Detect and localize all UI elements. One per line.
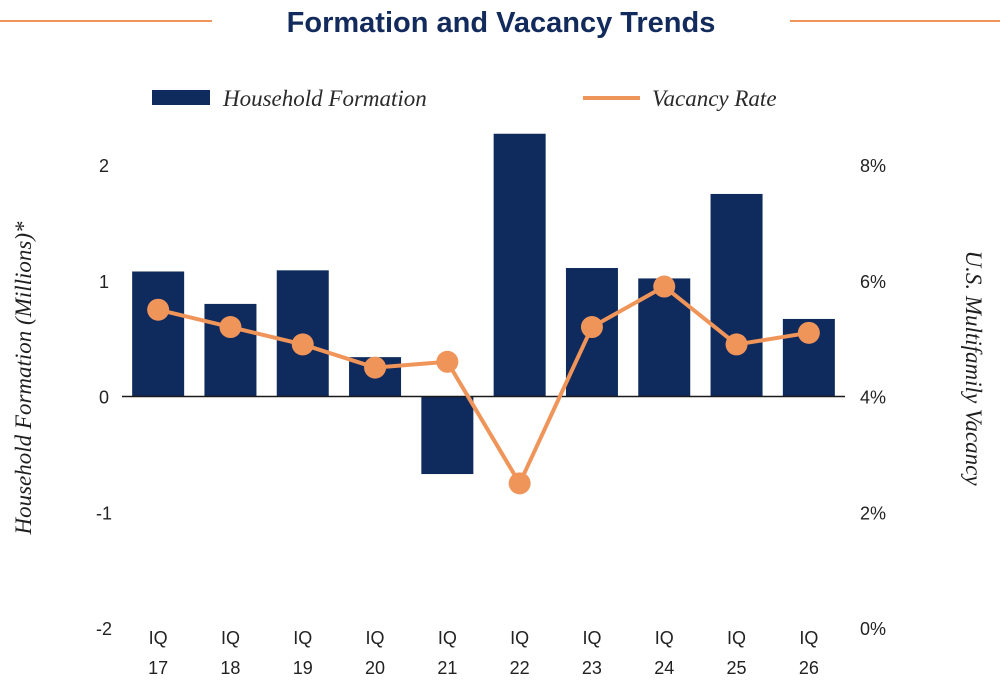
vacancy-rate-point — [219, 316, 242, 339]
y-right-tick-label: 8% — [860, 156, 886, 176]
bar-household-formation — [132, 271, 185, 397]
x-tick-label-line2: 26 — [799, 658, 819, 678]
x-tick-label-line1: IQ — [221, 628, 240, 648]
y-right-tick-label: 4% — [860, 388, 886, 408]
bar-household-formation — [710, 193, 763, 397]
vacancy-rate-point — [580, 316, 603, 339]
x-tick-label-line1: IQ — [149, 628, 168, 648]
x-tick-label-line1: IQ — [293, 628, 312, 648]
vacancy-rate-point — [508, 472, 531, 495]
x-tick-label-line2: 18 — [220, 658, 240, 678]
y-left-tick-label: 0 — [99, 388, 109, 408]
x-tick-label-line2: 20 — [365, 658, 385, 678]
y-axis-left-ticks: 2 1 0 -1 -2 — [96, 156, 112, 639]
y-left-tick-label: -2 — [96, 619, 112, 639]
chart-title: Formation and Vacancy Trends — [287, 7, 716, 39]
x-tick-label-line1: IQ — [655, 628, 674, 648]
x-tick-label-line1: IQ — [510, 628, 529, 648]
y-left-tick-label: 2 — [99, 156, 109, 176]
vacancy-rate-point — [147, 298, 170, 321]
vacancy-rate-point — [364, 356, 387, 379]
x-tick-label-line2: 22 — [510, 658, 530, 678]
legend-label-vacancy-rate: Vacancy Rate — [652, 86, 777, 111]
x-tick-label-line2: 24 — [654, 658, 674, 678]
y-right-tick-label: 2% — [860, 503, 886, 523]
y-axis-right-title: U.S. Multifamily Vacancy — [961, 250, 986, 486]
y-axis-right-ticks: 8% 6% 4% 2% 0% — [860, 156, 886, 639]
vacancy-rate-point — [797, 321, 820, 344]
x-tick-label-line2: 21 — [437, 658, 457, 678]
x-tick-label-line1: IQ — [727, 628, 746, 648]
vacancy-rate-point — [291, 333, 314, 356]
line-series-vacancy-rate — [147, 275, 820, 495]
y-left-tick-label: -1 — [96, 503, 112, 523]
x-tick-label-line2: 19 — [293, 658, 313, 678]
y-axis-left-title: Household Formation (Millions)* — [11, 221, 36, 536]
bar-series-household-formation — [132, 133, 835, 475]
x-tick-label-line1: IQ — [799, 628, 818, 648]
x-tick-label-line2: 23 — [582, 658, 602, 678]
y-right-tick-label: 0% — [860, 619, 886, 639]
y-right-tick-label: 6% — [860, 272, 886, 292]
y-left-tick-label: 1 — [99, 272, 109, 292]
vacancy-rate-line — [157, 284, 810, 486]
bar-household-formation — [493, 133, 546, 397]
vacancy-rate-point — [436, 350, 459, 373]
x-axis-ticks: IQ 17 IQ 18 IQ 19 IQ 20 IQ 21 IQ 22 IQ 23 IQ 24 IQ 25 IQ 26 — [148, 628, 819, 678]
legend-swatch-household-formation — [152, 90, 210, 105]
x-tick-label-line2: 25 — [727, 658, 747, 678]
vacancy-rate-point — [725, 333, 748, 356]
x-tick-label-line1: IQ — [438, 628, 457, 648]
legend: Household Formation Vacancy Rate — [152, 86, 777, 111]
vacancy-rate-point — [653, 275, 676, 298]
x-tick-label-line1: IQ — [582, 628, 601, 648]
x-tick-label-line1: IQ — [366, 628, 385, 648]
x-tick-label-line2: 17 — [148, 658, 168, 678]
bar-household-formation — [421, 396, 474, 475]
legend-label-household-formation: Household Formation — [222, 86, 427, 111]
